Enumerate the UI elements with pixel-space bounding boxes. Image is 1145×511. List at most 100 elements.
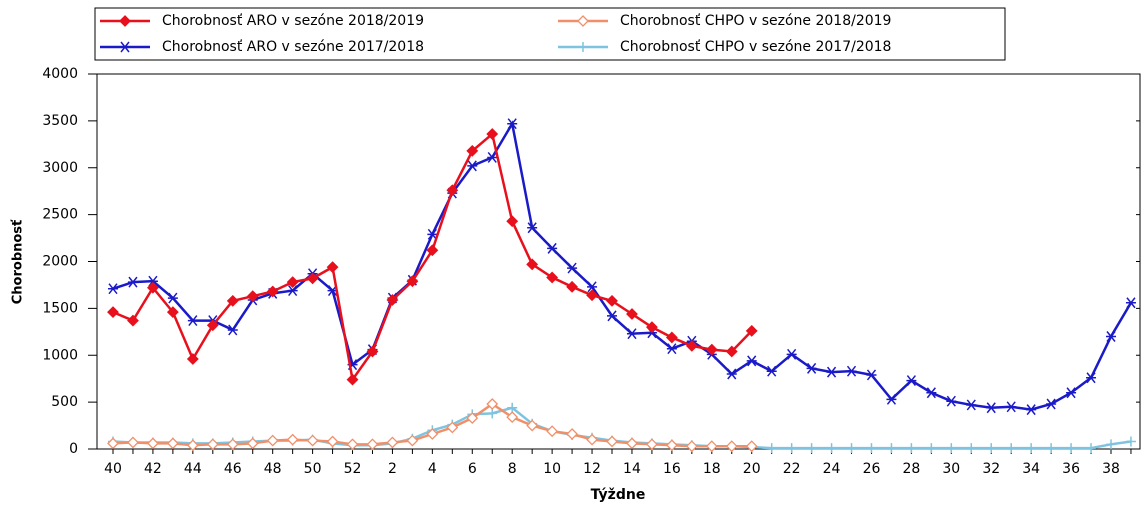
marker: [567, 262, 578, 274]
marker: [886, 443, 897, 454]
marker: [586, 289, 598, 302]
marker: [1026, 404, 1037, 416]
legend-label: Chorobnosť ARO v sezóne 2017/2018: [162, 39, 424, 55]
marker: [547, 242, 558, 254]
marker: [426, 428, 439, 440]
marker: [466, 412, 479, 424]
marker: [646, 321, 658, 334]
marker: [546, 425, 559, 438]
marker: [806, 443, 817, 454]
marker: [326, 435, 339, 448]
marker: [546, 271, 559, 284]
marker: [526, 419, 539, 432]
marker: [926, 443, 937, 454]
marker: [127, 436, 139, 449]
x-tick-label: 12: [583, 461, 601, 477]
x-tick-label: 52: [344, 461, 362, 477]
marker: [526, 258, 539, 271]
marker: [1106, 439, 1116, 450]
x-tick-label: 24: [823, 461, 841, 477]
legend-label: Chorobnosť CHPO v sezóne 2018/2019: [620, 13, 891, 29]
marker: [725, 345, 738, 358]
y-tick-label: 1500: [42, 300, 78, 316]
marker: [346, 373, 359, 386]
marker: [227, 324, 238, 336]
x-tick-label: 48: [264, 461, 282, 477]
y-tick-label: 3500: [42, 113, 78, 129]
x-tick-label: 10: [543, 461, 561, 477]
y-tick-label: 1000: [42, 347, 78, 363]
marker: [906, 443, 917, 454]
marker: [127, 276, 138, 288]
marker: [119, 15, 131, 27]
marker: [1125, 297, 1136, 309]
y-axis-label: Chorobnosť: [11, 219, 26, 304]
y-tick-label: 3000: [42, 160, 78, 176]
y-tick-label: 0: [69, 441, 78, 457]
marker: [346, 438, 359, 451]
marker: [826, 443, 837, 454]
marker: [766, 365, 777, 377]
marker: [107, 437, 119, 450]
marker: [127, 314, 139, 327]
marker: [1066, 443, 1077, 454]
x-tick-label: 40: [104, 461, 122, 477]
marker: [606, 435, 618, 448]
marker: [187, 315, 198, 327]
marker: [726, 368, 737, 380]
marker: [186, 439, 199, 452]
marker: [487, 408, 498, 419]
series-line: [112, 131, 753, 383]
marker: [1086, 372, 1097, 384]
marker: [366, 345, 379, 358]
marker: [587, 281, 598, 293]
marker: [646, 438, 658, 451]
marker: [486, 128, 499, 140]
x-tick-label: 38: [1102, 461, 1120, 477]
x-tick-label: 14: [623, 461, 641, 477]
marker: [1125, 436, 1136, 447]
marker: [507, 118, 518, 130]
marker: [107, 306, 119, 319]
x-tick-label: 46: [224, 461, 242, 477]
marker: [527, 222, 538, 234]
marker: [578, 42, 588, 52]
x-tick-label: 36: [1062, 461, 1080, 477]
marker: [926, 387, 937, 399]
marker: [246, 437, 259, 450]
marker: [166, 306, 179, 319]
x-tick-label: 8: [508, 461, 517, 477]
marker: [966, 443, 977, 454]
marker: [226, 438, 239, 451]
x-tick-label: 16: [663, 461, 681, 477]
marker: [466, 144, 479, 157]
marker: [506, 215, 519, 228]
x-tick-label: 26: [863, 461, 881, 477]
x-tick-label: 2: [388, 461, 397, 477]
marker: [745, 324, 758, 337]
y-tick-label: 2000: [42, 254, 78, 270]
marker: [906, 375, 917, 387]
marker: [206, 438, 219, 451]
x-tick-label: 32: [982, 461, 1000, 477]
marker: [685, 339, 698, 352]
marker: [705, 440, 718, 453]
marker: [1006, 443, 1017, 454]
marker: [665, 439, 678, 452]
marker: [866, 443, 877, 454]
x-tick-label: 44: [184, 461, 202, 477]
y-tick-label: 500: [51, 394, 78, 410]
marker: [1106, 331, 1116, 342]
marker: [206, 319, 219, 332]
marker: [108, 283, 118, 295]
x-tick-label: 30: [942, 461, 960, 477]
marker: [586, 433, 598, 446]
marker: [427, 228, 438, 240]
marker: [287, 285, 298, 297]
marker: [626, 328, 637, 340]
marker: [226, 294, 239, 307]
marker: [1046, 398, 1057, 410]
marker: [487, 151, 498, 163]
marker: [786, 348, 797, 360]
marker: [626, 308, 638, 320]
